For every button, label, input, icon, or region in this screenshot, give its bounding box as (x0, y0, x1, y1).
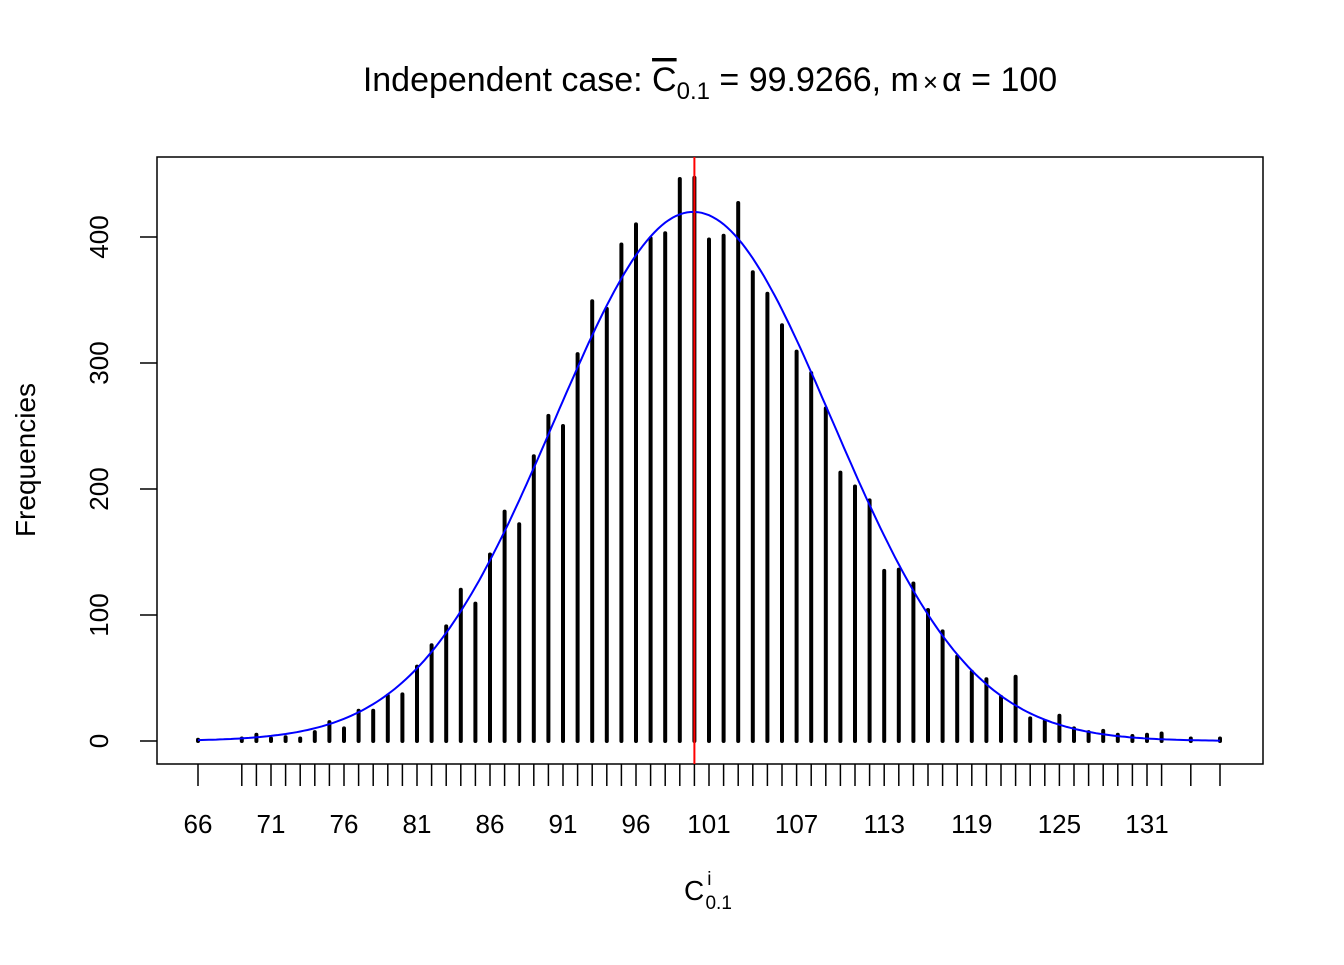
x-tick-label: 119 (951, 809, 992, 839)
x-axis: 66 71 76 81 86 91 96 101 107 113 119 125 131 (184, 764, 1221, 839)
x-tick-label: 107 (775, 809, 818, 839)
y-tick-label: 200 (84, 467, 114, 510)
y-tick-label: 0 (84, 734, 114, 748)
y-tick-label: 400 (84, 215, 114, 258)
normal-curve (197, 210, 1220, 742)
x-tick-label: 76 (330, 809, 359, 839)
x-tick-label: 91 (549, 809, 578, 839)
y-tick-label: 300 (84, 341, 114, 384)
x-tick-label: 86 (476, 809, 505, 839)
chart-title: Independent case: C0.1 = 99.9266, m × α = … (363, 61, 1057, 105)
x-tick-label: 71 (257, 809, 286, 839)
x-tick-label: 125 (1038, 809, 1081, 839)
x-tick-label: 66 (184, 809, 213, 839)
plot-frame (156, 156, 1264, 765)
y-tick-label: 100 (84, 593, 114, 636)
y-axis-label: Frequencies (10, 383, 41, 537)
x-tick-label: 96 (622, 809, 651, 839)
x-tick-label: 113 (863, 809, 904, 839)
y-axis: 0 100 200 300 400 (84, 215, 157, 748)
x-tick-label: 81 (403, 809, 432, 839)
x-tick-label: 131 (1125, 809, 1168, 839)
bars (196, 175, 1222, 743)
x-tick-label: 101 (687, 809, 730, 839)
